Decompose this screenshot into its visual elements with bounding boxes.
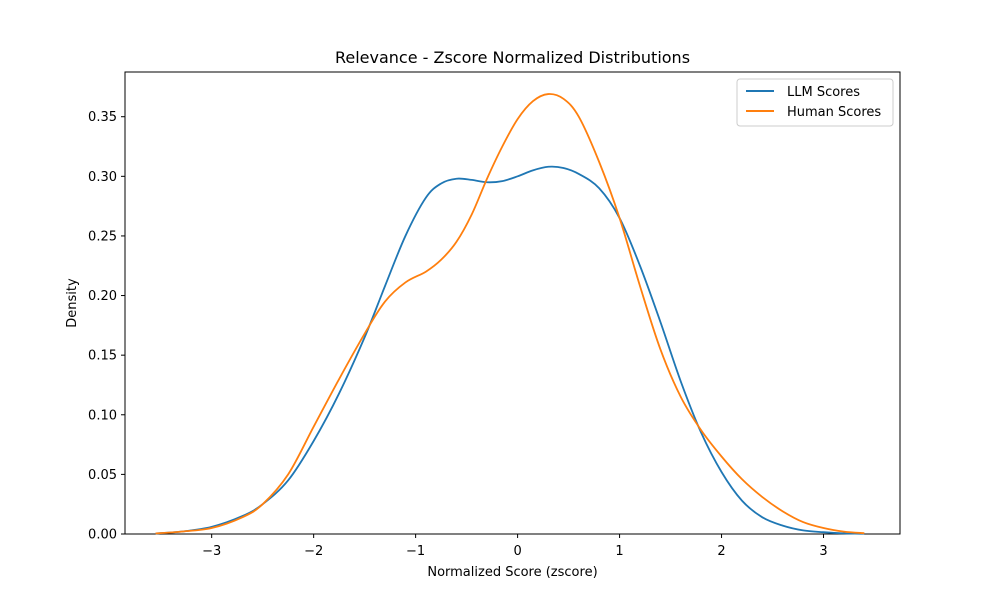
y-tick-label: 0.00 [88,528,117,543]
x-tick-label: 0 [513,544,521,559]
x-tick-label: −1 [406,544,425,559]
legend-label-human-scores: Human Scores [787,105,881,120]
x-tick-label: −2 [304,544,323,559]
legend-label-llm-scores: LLM Scores [787,85,860,100]
series-line-human-scores [155,93,865,535]
y-tick-label: 0.20 [88,289,117,304]
y-axis-label: Density [65,278,80,328]
legend-box [736,78,894,127]
y-tick-label: 0.35 [88,110,117,125]
chart-title: Relevance - Zscore Normalized Distributi… [335,48,690,67]
x-tick-label: 2 [717,544,725,559]
y-tick-label: 0.05 [88,468,117,483]
y-axis: 0.00 0.05 0.10 0.15 0.20 0.25 0.30 0.35 [88,110,125,543]
x-tick-label: 1 [615,544,623,559]
legend: LLM Scores Human Scores [736,78,894,127]
x-tick-label: −3 [202,544,221,559]
lines-layer [155,93,865,535]
x-axis: −3 −2 −1 0 1 2 3 [202,534,828,559]
x-axis-label: Normalized Score (zscore) [427,565,597,580]
series-line-llm-scores [155,165,865,535]
y-tick-label: 0.25 [88,229,117,244]
x-tick-label: 3 [819,544,827,559]
axes-frame [124,71,901,535]
y-tick-label: 0.30 [88,170,117,185]
plot-area [124,71,901,535]
y-tick-label: 0.15 [88,349,117,364]
y-tick-label: 0.10 [88,408,117,423]
